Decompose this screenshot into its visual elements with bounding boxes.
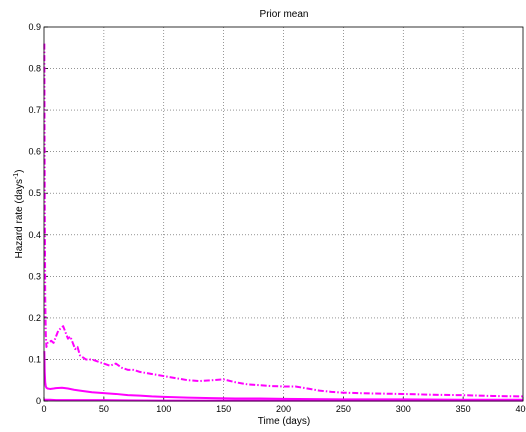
chart-title: Prior mean xyxy=(260,9,309,20)
grid xyxy=(44,27,523,401)
x-tick-label: 350 xyxy=(456,404,471,414)
x-tick-label: 300 xyxy=(396,404,411,414)
x-tick-label: 150 xyxy=(216,404,231,414)
y-tick-label: 0.3 xyxy=(28,271,41,281)
x-tick-label: 0 xyxy=(41,404,46,414)
series-line-2 xyxy=(43,351,523,401)
y-axis-label-sup: -1 xyxy=(13,173,20,179)
series-line-1 xyxy=(43,43,524,398)
y-tick-label: 0.7 xyxy=(28,105,41,115)
y-axis-label-close: ) xyxy=(14,169,25,172)
y-axis-label-main: Hazard rate (days xyxy=(14,179,25,258)
y-tick-label: 0.4 xyxy=(28,230,41,240)
x-tick-label: 250 xyxy=(336,404,351,414)
x-tick-label: 50 xyxy=(99,404,109,414)
plot-area xyxy=(43,43,524,402)
y-tick-label: 0.1 xyxy=(28,354,41,364)
y-tick-label: 0.5 xyxy=(28,188,41,198)
y-tick-label: 0 xyxy=(36,396,41,406)
x-tick-label: 200 xyxy=(276,404,291,414)
x-tick-label: 100 xyxy=(156,404,171,414)
y-tick-label: 0.9 xyxy=(28,22,41,32)
y-tick-label: 0.2 xyxy=(28,313,41,323)
y-tick-label: 0.8 xyxy=(28,64,41,74)
x-tick-label: 400 xyxy=(515,404,526,414)
plot-frame xyxy=(43,26,524,402)
y-tick-label: 0.6 xyxy=(28,147,41,157)
x-axis-label: Time (days) xyxy=(258,416,310,427)
ticks: 0 50 100 150 200 250 300 350 400 0 0.1 0.2 0.3 0.4 0.5… xyxy=(28,22,526,414)
series-line-3 xyxy=(43,398,523,402)
y-axis-label: Hazard rate (days-1) xyxy=(13,169,25,258)
